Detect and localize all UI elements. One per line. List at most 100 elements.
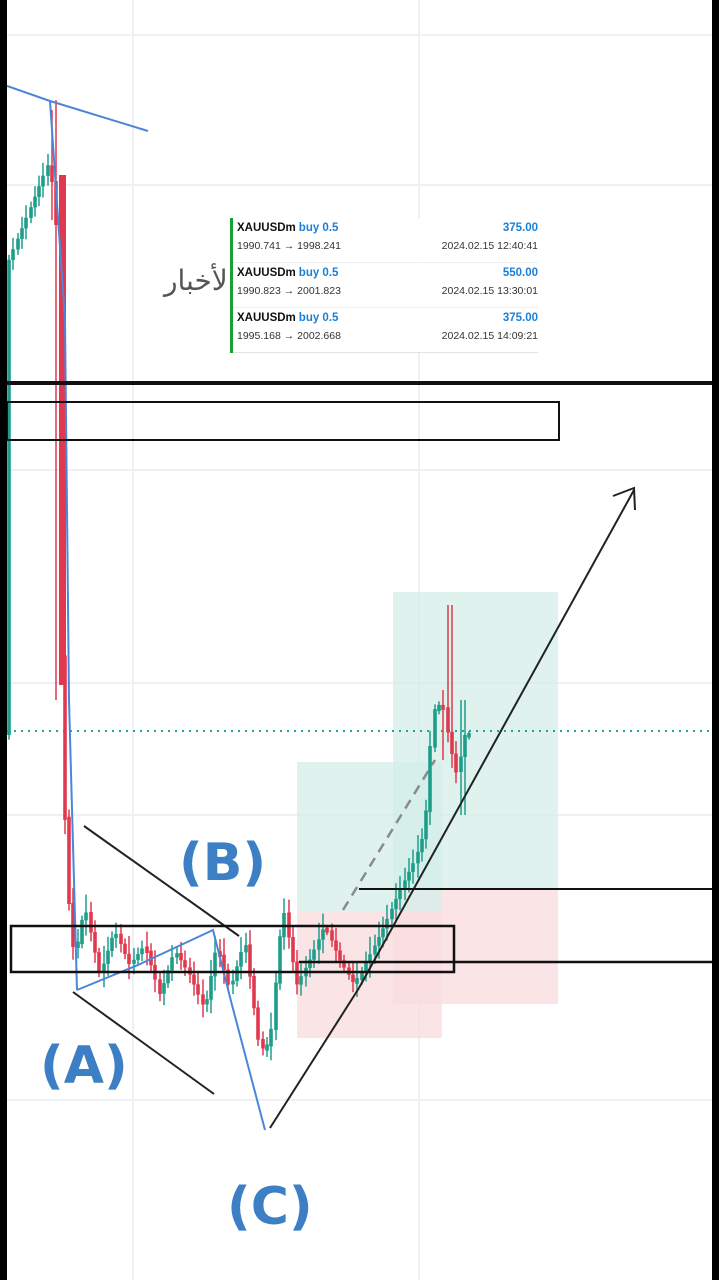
wave-label-c: (C) — [227, 1177, 313, 1237]
candle-down — [119, 933, 123, 944]
chart-area[interactable]: الأخبار (A) (B) (C) XAUUSDm buy 0.5 1990.… — [7, 0, 712, 1280]
candle-up — [114, 933, 118, 939]
candle-up — [269, 1028, 273, 1047]
candle-up — [140, 948, 144, 955]
candle-up — [24, 217, 28, 229]
candle-up — [265, 1044, 269, 1051]
candle-up — [428, 746, 432, 812]
candle-down — [441, 704, 445, 710]
candle-down — [192, 974, 196, 985]
candle-up — [76, 941, 80, 948]
candle-up — [16, 238, 20, 250]
trade-prices: 1990.741 → 1998.241 — [237, 240, 341, 252]
candle-up — [420, 839, 424, 853]
trade-profit: 375.00 — [502, 222, 538, 234]
trade-profit: 550.00 — [502, 267, 538, 279]
candle-up — [235, 966, 239, 981]
trade-time: 2024.02.15 12:40:41 — [441, 240, 538, 252]
candle-up — [308, 959, 312, 969]
candle-up — [106, 950, 110, 964]
candle-down — [183, 960, 187, 968]
candle-up — [385, 918, 389, 929]
candle-down — [342, 960, 346, 968]
candle-up — [278, 936, 282, 984]
candle-up — [467, 733, 471, 738]
candle-down — [127, 953, 131, 965]
trade-action: buy 0.5 — [298, 312, 339, 324]
candle-up — [136, 954, 140, 960]
candle-up — [7, 259, 11, 735]
candle-up — [312, 949, 316, 960]
candle-up — [132, 959, 136, 964]
candle-up — [390, 908, 394, 920]
candle-up — [433, 709, 437, 748]
candle-up — [231, 980, 235, 985]
candle-up — [205, 999, 209, 1005]
candle-down — [89, 912, 93, 933]
candle-up — [29, 207, 33, 218]
candle-up — [403, 880, 407, 890]
candle-down — [226, 969, 230, 985]
candle-down — [256, 1007, 260, 1040]
trade-dashed-path — [341, 759, 437, 911]
candle-up — [46, 165, 50, 176]
candle-up — [299, 976, 303, 985]
trade-time: 2024.02.15 14:09:21 — [441, 330, 538, 342]
candle-up — [80, 919, 84, 945]
candle-down — [93, 932, 97, 953]
candle-up — [416, 851, 420, 864]
candle-down — [338, 950, 342, 961]
trade-row[interactable]: XAUUSDm buy 0.5 1995.168 → 2002.668 375.0… — [233, 308, 538, 353]
grid-lines — [7, 0, 712, 1280]
trade-row[interactable]: XAUUSDm buy 0.5 1990.823 → 2001.823 550.0… — [233, 263, 538, 308]
candle-up — [411, 863, 415, 872]
news-label: الأخبار — [162, 262, 236, 297]
candle-up — [394, 898, 398, 910]
candle-down — [222, 954, 226, 970]
candle-up — [274, 982, 278, 1030]
candle-up — [377, 937, 381, 946]
candle-up — [33, 196, 37, 208]
candle-up — [11, 249, 15, 260]
candle-down — [252, 975, 256, 1009]
candle-up — [239, 952, 243, 967]
candle-up — [37, 186, 41, 197]
candle-down — [145, 946, 149, 953]
price-chart[interactable]: الأخبار (A) (B) (C) — [7, 0, 712, 1280]
candle-up — [244, 945, 248, 953]
candle-up — [407, 871, 411, 881]
candle-up — [175, 953, 179, 958]
candle-down — [325, 927, 329, 933]
candle-up — [41, 175, 45, 187]
candle-up — [424, 810, 428, 840]
candle-up — [364, 962, 368, 972]
trade-prices: 1990.823 → 2001.823 — [237, 285, 341, 297]
candle-up — [162, 983, 166, 994]
candle-up — [398, 889, 402, 900]
wave-label-b: (B) — [179, 833, 266, 893]
trade-symbol: XAUUSDm buy 0.5 — [237, 267, 339, 279]
candle-down — [334, 940, 338, 951]
trade-action: buy 0.5 — [298, 222, 339, 234]
trade-row[interactable]: XAUUSDm buy 0.5 1990.741 → 1998.241 375.0… — [233, 218, 538, 263]
trade-symbol: XAUUSDm buy 0.5 — [237, 312, 339, 324]
candle-up — [20, 228, 24, 239]
candle-up — [102, 963, 106, 973]
candle-up — [459, 756, 463, 772]
trade-symbol: XAUUSDm buy 0.5 — [237, 222, 339, 234]
wave-label-a: (A) — [40, 1036, 128, 1096]
trend-lines — [72, 486, 636, 1129]
candle-up — [166, 970, 170, 984]
candle-up — [373, 945, 377, 955]
trade-prices: 1995.168 → 2002.668 — [237, 330, 341, 342]
candle-up — [381, 928, 385, 938]
candle-down — [291, 937, 295, 963]
trade-history-panel: XAUUSDm buy 0.5 1990.741 → 1998.241 375.0… — [230, 218, 538, 353]
horizontal-levels — [7, 381, 712, 974]
candle-down — [261, 1039, 265, 1049]
candle-down — [248, 944, 252, 977]
candle-down — [158, 979, 162, 994]
candle-up — [84, 912, 88, 921]
candle-up — [213, 952, 217, 977]
candle-down — [123, 943, 127, 955]
